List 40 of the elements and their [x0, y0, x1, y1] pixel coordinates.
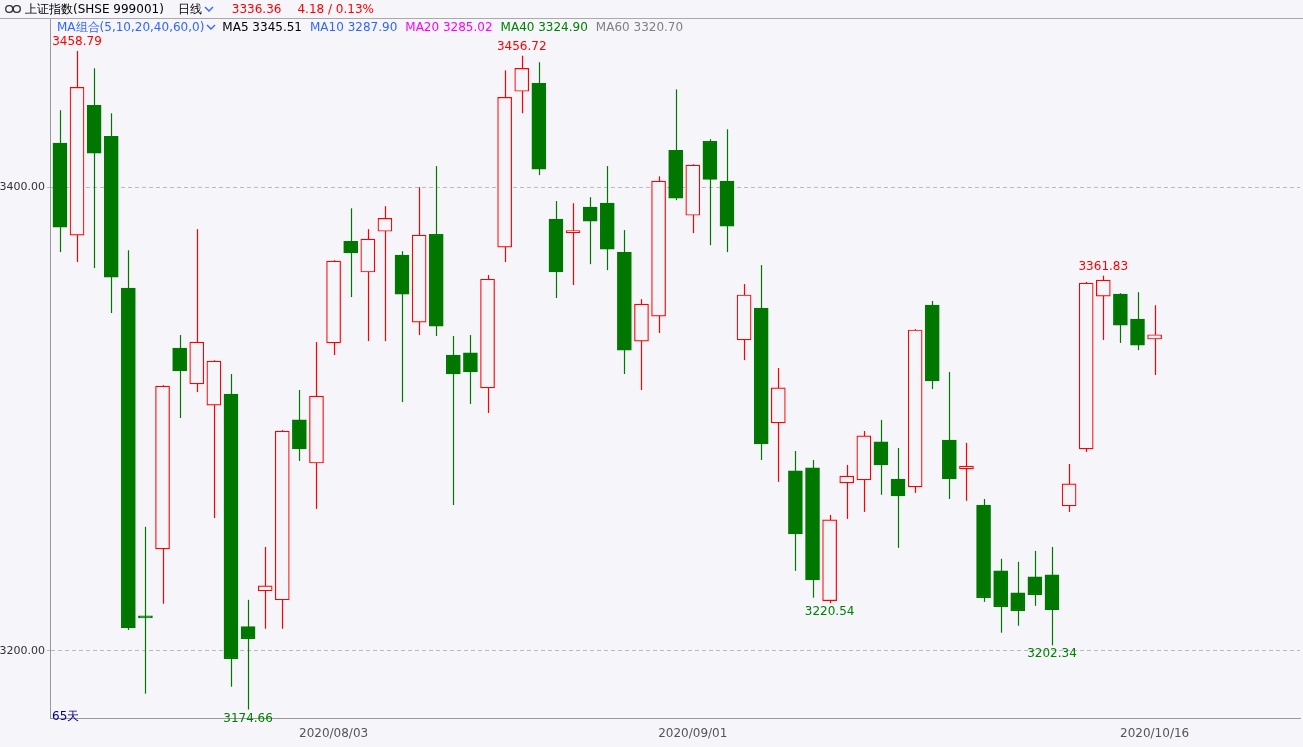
candlestick	[514, 55, 530, 114]
chart-subtitle: 日线	[177, 0, 202, 18]
text: 3336.36	[231, 2, 282, 16]
candlestick	[172, 334, 187, 419]
candlestick	[257, 546, 273, 630]
annotation: MA60 3320.70	[595, 20, 684, 34]
annotation: 3220.54	[804, 604, 855, 619]
annotation: 3458.79	[52, 34, 102, 49]
candlestick	[839, 464, 855, 520]
chart-title: 上证指数(SHSE 999001)	[25, 0, 164, 18]
annotation: MA20 3285.02	[405, 20, 493, 34]
y-tick-label: 3200.00	[0, 643, 45, 657]
annotation: 3202.34	[1027, 646, 1077, 661]
x-tick-label: 2020/09/01	[658, 726, 728, 741]
candlestick	[1061, 463, 1077, 513]
annotation: 3174.66	[223, 710, 273, 725]
candlestick	[240, 599, 256, 711]
candlestick	[1027, 550, 1043, 607]
candlestick	[959, 442, 974, 502]
annotation: 3456.72	[496, 38, 547, 53]
annotation: MA5 3345.51	[222, 20, 302, 34]
candlestick	[377, 205, 393, 342]
candlestick	[565, 202, 581, 286]
candlestick	[582, 196, 598, 265]
candlestick	[463, 334, 478, 405]
x-tick-label: 2020/10/16	[1120, 726, 1190, 741]
text: 4.18 / 0.13%	[297, 2, 374, 16]
x-tick-label: 2020/08/03	[299, 726, 369, 741]
annotation: 65天	[52, 708, 80, 725]
y-tick-label: 3400.00	[0, 180, 45, 194]
annotation: 3361.83	[1078, 258, 1129, 273]
candlestick	[890, 447, 906, 549]
annotation: MA40 3324.90	[500, 20, 588, 34]
candlestick	[343, 207, 359, 298]
candlestick	[873, 419, 889, 496]
candlestick	[446, 335, 461, 506]
annotation: MA组合(5,10,20,40,60,0)	[57, 18, 205, 36]
candlestick	[1010, 561, 1026, 627]
annotation: MA10 3287.90	[310, 20, 398, 34]
candlestick	[1095, 275, 1111, 341]
